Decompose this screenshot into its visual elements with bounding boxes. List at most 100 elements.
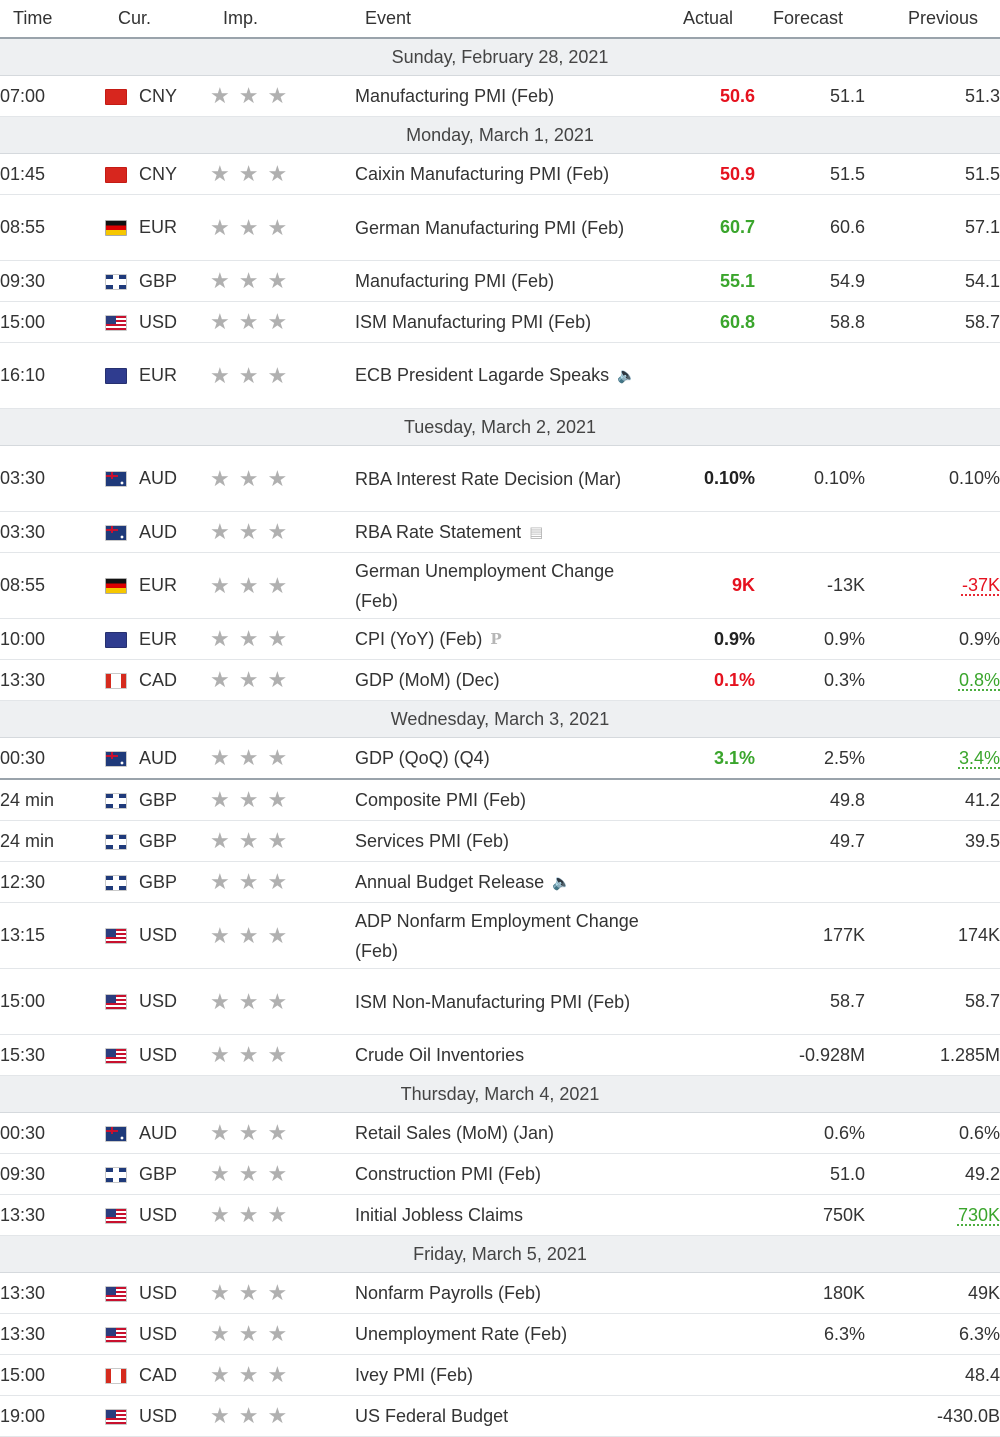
event-name-cell[interactable]: Composite PMI (Feb) [355, 779, 655, 821]
event-row[interactable]: 03:30 AUD ★★★ RBA Rate Statement ▤ [0, 511, 1000, 553]
event-row[interactable]: 00:30 AUD ★★★ Retail Sales (MoM) (Jan) 0.6% 0… [0, 1112, 1000, 1154]
event-name-cell[interactable]: German Unemployment Change (Feb) [355, 552, 655, 619]
event-name[interactable]: Retail Sales (MoM) (Jan) [355, 1123, 555, 1143]
event-name-cell[interactable]: Retail Sales (MoM) (Jan) [355, 1112, 655, 1154]
header-event[interactable]: Event [355, 0, 655, 39]
event-forecast: 49.8 [755, 779, 865, 821]
event-row[interactable]: 15:30 USD ★★★ Crude Oil Inventories -0.928M 1… [0, 1034, 1000, 1076]
event-row[interactable]: 10:00 EUR ★★★ CPI (YoY) (Feb) P 0.9% 0.9% 0.9% [0, 618, 1000, 660]
event-name[interactable]: RBA Rate Statement [355, 521, 522, 542]
event-name-cell[interactable]: Ivey PMI (Feb) [355, 1354, 655, 1396]
event-name[interactable]: Initial Jobless Claims [355, 1205, 524, 1225]
event-row[interactable]: 19:00 USD ★★★ US Federal Budget -430.0B [0, 1395, 1000, 1437]
event-name-cell[interactable]: ISM Manufacturing PMI (Feb) [355, 301, 655, 343]
event-name[interactable]: ISM Manufacturing PMI (Feb) [355, 312, 592, 332]
event-name[interactable]: RBA Interest Rate Decision (Mar) [355, 468, 622, 489]
speaker-icon[interactable]: 🔈 [552, 873, 571, 891]
event-name-cell[interactable]: RBA Interest Rate Decision (Mar) [355, 445, 655, 512]
event-row[interactable]: 03:30 AUD ★★★ RBA Interest Rate Decision (M… [0, 445, 1000, 512]
event-name-cell[interactable]: Manufacturing PMI (Feb) [355, 260, 655, 302]
event-name[interactable]: Services PMI (Feb) [355, 831, 510, 851]
event-row[interactable]: 16:10 EUR ★★★ ECB President Lagarde Speaks 🔈 [0, 342, 1000, 409]
event-name[interactable]: Manufacturing PMI (Feb) [355, 86, 555, 106]
event-name[interactable]: GDP (MoM) (Dec) [355, 670, 500, 690]
event-name[interactable]: ISM Non-Manufacturing PMI (Feb) [355, 991, 631, 1012]
header-importance[interactable]: Imp. [210, 0, 355, 39]
event-row[interactable]: 08:55 EUR ★★★ German Unemployment Change (F… [0, 552, 1000, 619]
event-name[interactable]: Nonfarm Payrolls (Feb) [355, 1283, 542, 1303]
document-icon[interactable]: ▤ [529, 523, 544, 541]
event-name[interactable]: Unemployment Rate (Feb) [355, 1324, 568, 1344]
event-row[interactable]: 13:30 USD ★★★ Nonfarm Payrolls (Feb) 180K 49K [0, 1272, 1000, 1314]
event-name-cell[interactable]: German Manufacturing PMI (Feb) [355, 194, 655, 261]
revised-previous-value[interactable]: 0.8% [958, 669, 1000, 690]
event-row[interactable]: 15:00 USD ★★★ ISM Manufacturing PMI (Feb) 60… [0, 301, 1000, 343]
event-name[interactable]: German Manufacturing PMI (Feb) [355, 217, 625, 238]
event-name-cell[interactable]: GDP (MoM) (Dec) [355, 659, 655, 701]
event-row[interactable]: 13:15 USD ★★★ ADP Nonfarm Employment Change… [0, 902, 1000, 969]
event-name-cell[interactable]: GDP (QoQ) (Q4) [355, 737, 655, 780]
event-name-cell[interactable]: CPI (YoY) (Feb) P [355, 618, 655, 660]
event-row[interactable]: 15:00 CAD ★★★ Ivey PMI (Feb) 48.4 [0, 1354, 1000, 1396]
event-name-cell[interactable]: Crude Oil Inventories [355, 1034, 655, 1076]
event-previous: 58.7 [865, 301, 1000, 343]
event-name-cell[interactable]: Initial Jobless Claims [355, 1194, 655, 1236]
event-name-cell[interactable]: Unemployment Rate (Feb) [355, 1313, 655, 1355]
header-actual[interactable]: Actual [655, 0, 755, 39]
event-name-cell[interactable]: ECB President Lagarde Speaks 🔈 [355, 342, 655, 409]
speaker-icon[interactable]: 🔈 [617, 367, 636, 384]
event-name[interactable]: German Unemployment Change (Feb) [355, 560, 615, 611]
event-name[interactable]: CPI (YoY) (Feb) [355, 629, 483, 649]
header-previous[interactable]: Previous [865, 0, 1000, 39]
event-name[interactable]: Ivey PMI (Feb) [355, 1365, 474, 1385]
event-row[interactable]: 13:30 USD ★★★ Initial Jobless Claims 750K 730… [0, 1194, 1000, 1236]
event-time: 09:30 [0, 1153, 105, 1195]
revised-previous-value[interactable]: 730K [957, 1204, 1000, 1225]
event-name[interactable]: Construction PMI (Feb) [355, 1164, 542, 1184]
event-name[interactable]: Composite PMI (Feb) [355, 790, 527, 810]
event-row[interactable]: 09:30 GBP ★★★ Manufacturing PMI (Feb) 55.1 54… [0, 260, 1000, 302]
event-name[interactable]: Caixin Manufacturing PMI (Feb) [355, 164, 610, 184]
event-row[interactable]: 01:45 CNY ★★★ Caixin Manufacturing PMI (Feb… [0, 153, 1000, 195]
event-name-cell[interactable]: ISM Non-Manufacturing PMI (Feb) [355, 968, 655, 1035]
event-name[interactable]: US Federal Budget [355, 1406, 509, 1426]
event-forecast: 750K [755, 1194, 865, 1236]
event-name-cell[interactable]: Services PMI (Feb) [355, 820, 655, 862]
event-name-cell[interactable]: ADP Nonfarm Employment Change (Feb) [355, 902, 655, 969]
event-name[interactable]: GDP (QoQ) (Q4) [355, 748, 490, 768]
event-time: 03:30 [0, 511, 105, 553]
day-date: Wednesday, March 3, 2021 [0, 700, 1000, 738]
event-row[interactable]: 12:30 GBP ★★★ Annual Budget Release 🔈 [0, 861, 1000, 903]
preliminary-icon[interactable]: P [490, 630, 502, 648]
event-name[interactable]: Manufacturing PMI (Feb) [355, 271, 555, 291]
revised-previous-value[interactable]: 3.4% [958, 747, 1000, 768]
event-row[interactable]: 13:30 CAD ★★★ GDP (MoM) (Dec) 0.1% 0.3% 0.8% [0, 659, 1000, 701]
event-row[interactable]: 08:55 EUR ★★★ German Manufacturing PMI (Feb… [0, 194, 1000, 261]
day-date: Thursday, March 4, 2021 [0, 1075, 1000, 1113]
event-row[interactable]: 24 min GBP ★★★ Services PMI (Feb) 49.7 39.5 [0, 820, 1000, 862]
event-name[interactable]: ADP Nonfarm Employment Change (Feb) [355, 910, 639, 961]
event-row[interactable]: 09:30 GBP ★★★ Construction PMI (Feb) 51.0 49.… [0, 1153, 1000, 1195]
event-row[interactable]: 07:00 CNY ★★★ Manufacturing PMI (Feb) 50.6 51… [0, 75, 1000, 117]
event-time: 09:30 [0, 260, 105, 302]
event-row[interactable]: 13:30 USD ★★★ Unemployment Rate (Feb) 6.3% 6.… [0, 1313, 1000, 1355]
event-name-cell[interactable]: Nonfarm Payrolls (Feb) [355, 1272, 655, 1314]
event-name-cell[interactable]: RBA Rate Statement ▤ [355, 511, 655, 553]
revised-previous-value[interactable]: -37K [961, 575, 1000, 595]
header-time[interactable]: Time [0, 0, 105, 39]
importance-stars-icon: ★★★ [210, 1354, 355, 1396]
event-name[interactable]: ECB President Lagarde Speaks [355, 365, 610, 385]
header-forecast[interactable]: Forecast [755, 0, 865, 39]
header-currency[interactable]: Cur. [105, 0, 210, 39]
event-name[interactable]: Annual Budget Release [355, 871, 545, 892]
event-currency: GBP [105, 820, 210, 862]
event-name-cell[interactable]: Annual Budget Release 🔈 [355, 861, 655, 903]
event-name-cell[interactable]: US Federal Budget [355, 1395, 655, 1437]
event-name-cell[interactable]: Caixin Manufacturing PMI (Feb) [355, 153, 655, 195]
event-row[interactable]: 24 min GBP ★★★ Composite PMI (Feb) 49.8 41.2 [0, 779, 1000, 821]
event-row[interactable]: 00:30 AUD ★★★ GDP (QoQ) (Q4) 3.1% 2.5% 3.4% [0, 737, 1000, 780]
event-name-cell[interactable]: Construction PMI (Feb) [355, 1153, 655, 1195]
event-name[interactable]: Crude Oil Inventories [355, 1045, 525, 1065]
event-row[interactable]: 15:00 USD ★★★ ISM Non-Manufacturing PMI (Fe… [0, 968, 1000, 1035]
event-name-cell[interactable]: Manufacturing PMI (Feb) [355, 75, 655, 117]
